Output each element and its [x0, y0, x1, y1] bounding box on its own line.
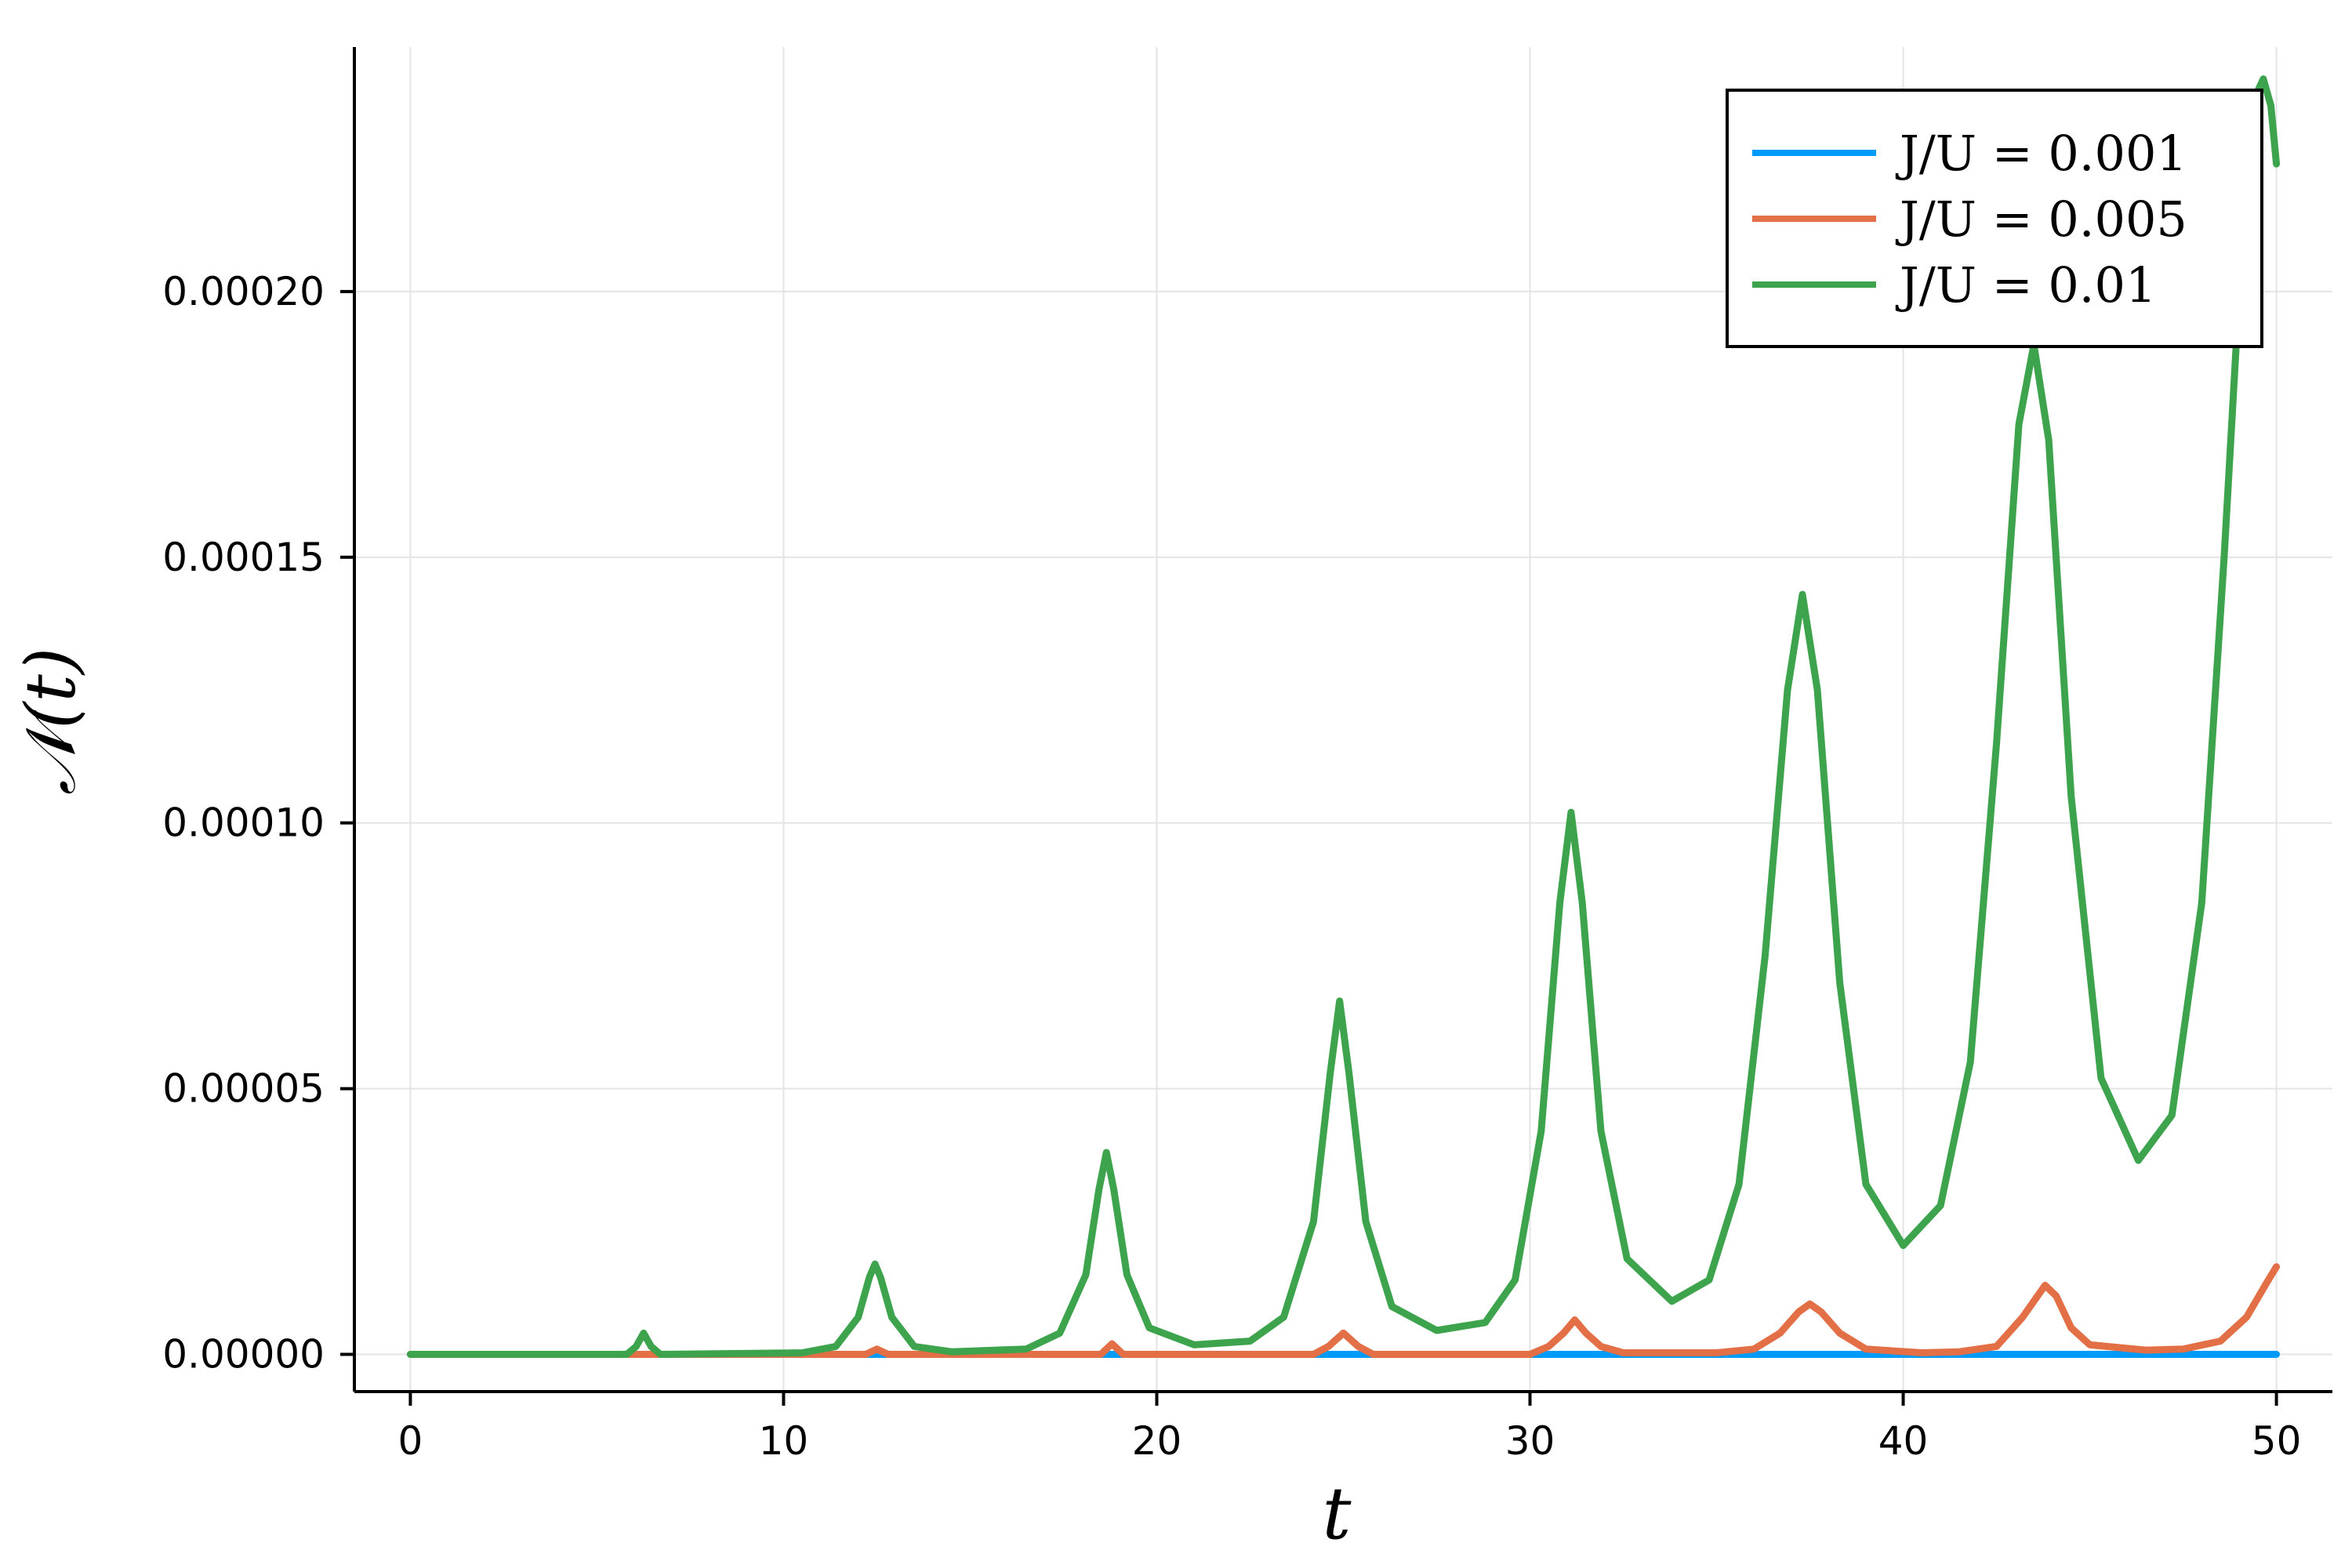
y-tick-label-3: 0.00015 [162, 535, 325, 580]
y-tick-label-1: 0.00005 [162, 1066, 325, 1112]
y-tick-label-4: 0.00020 [162, 269, 325, 314]
series-line-2 [406, 75, 2281, 1358]
legend-label-2: J/U = 0.01 [1895, 256, 2156, 314]
x-tick-label-3: 30 [1505, 1418, 1555, 1464]
series-line-1 [406, 1263, 2281, 1358]
x-tick-label-0: 0 [397, 1418, 423, 1464]
x-tick-label-4: 40 [1878, 1418, 1929, 1464]
axes [340, 47, 2332, 1406]
y-tick-label-0: 0.00000 [162, 1332, 325, 1377]
legend-label-0: J/U = 0.001 [1895, 125, 2187, 182]
x-tick-label-1: 10 [759, 1418, 809, 1464]
tick-labels: 0 10 20 30 40 50 0.00000 0.00005 0.00010 0.00015 0… [162, 269, 2301, 1464]
series-lines [406, 75, 2281, 1358]
legend-label-1: J/U = 0.005 [1895, 191, 2187, 248]
x-tick-label-2: 20 [1132, 1418, 1182, 1464]
y-tick-label-2: 0.00010 [162, 800, 325, 846]
legend: J/U = 0.001 J/U = 0.005 J/U = 0.01 [1726, 89, 2263, 348]
x-axis-title: t [1323, 1472, 1352, 1555]
x-tick-label-5: 50 [2252, 1418, 2302, 1464]
y-axis-title: 𝒩(t) [10, 648, 91, 795]
